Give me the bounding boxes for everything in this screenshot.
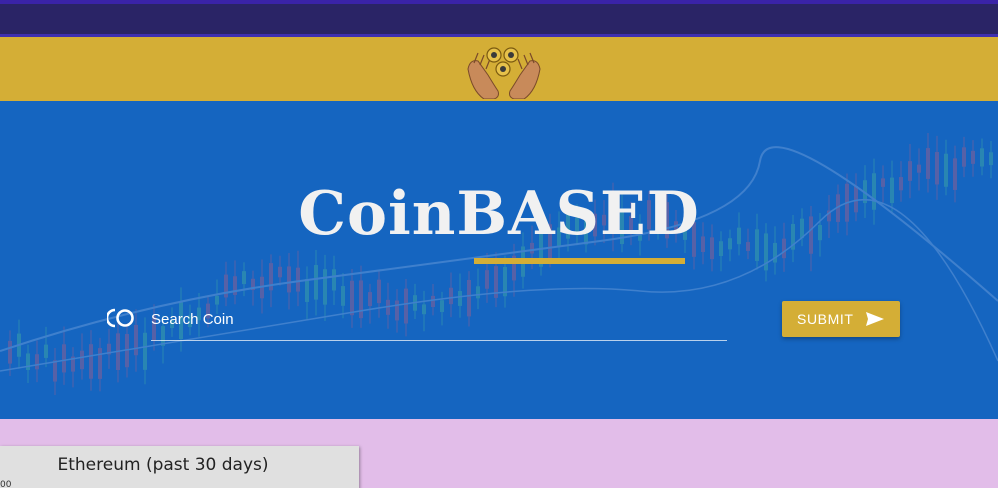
y-axis-tick-label: 00 bbox=[0, 480, 12, 488]
submit-button[interactable]: SUBMIT bbox=[782, 301, 900, 337]
search-input[interactable] bbox=[151, 304, 727, 334]
logo-banner bbox=[0, 37, 998, 101]
hero-section: CoinBASED SUBMIT bbox=[0, 101, 998, 419]
search-field[interactable] bbox=[151, 304, 727, 341]
top-navbar bbox=[0, 0, 998, 37]
candlestick-background-image bbox=[0, 133, 998, 396]
coin-chart-card: Ethereum (past 30 days) 00 bbox=[0, 446, 359, 488]
chart-title: Ethereum (past 30 days) bbox=[57, 455, 269, 475]
coin-ring-icon bbox=[107, 308, 134, 328]
site-title: CoinBASED bbox=[298, 179, 700, 249]
hands-holding-coins-icon[interactable] bbox=[464, 39, 544, 99]
send-icon bbox=[866, 312, 884, 326]
submit-button-label: SUBMIT bbox=[797, 311, 854, 327]
title-underline bbox=[474, 258, 685, 264]
